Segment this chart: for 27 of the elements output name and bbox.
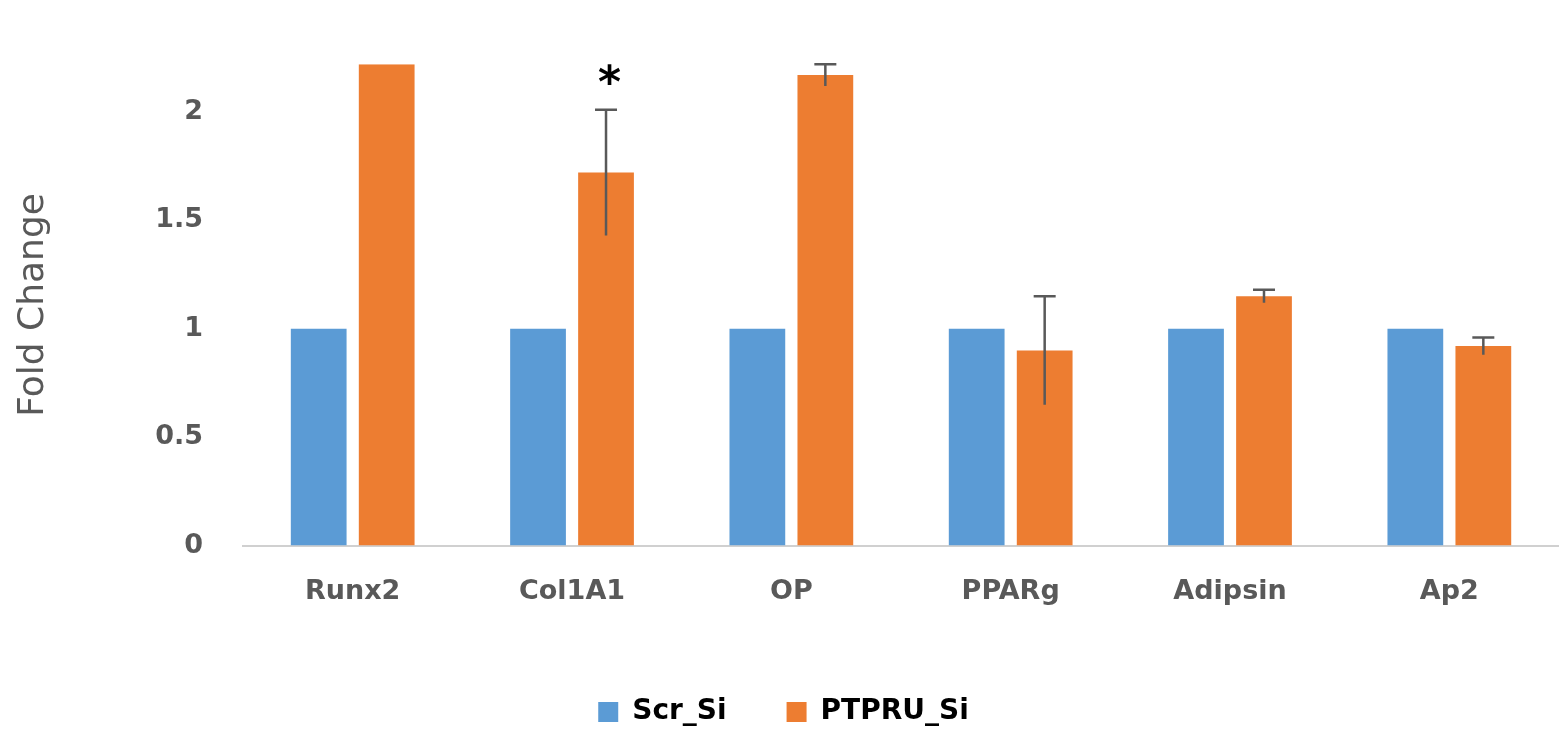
bar bbox=[1455, 346, 1512, 546]
bar bbox=[510, 328, 566, 546]
bar bbox=[797, 75, 854, 546]
bar bbox=[948, 328, 1005, 546]
bar bbox=[290, 328, 347, 546]
x-tick-label: OP bbox=[769, 573, 813, 605]
annotation: * bbox=[598, 56, 622, 107]
bar bbox=[1387, 328, 1444, 546]
y-tick-label: 0.5 bbox=[155, 419, 204, 451]
x-tick-label: Col1A1 bbox=[518, 573, 626, 605]
bar bbox=[358, 64, 415, 546]
y-tick-label: 2 bbox=[184, 93, 204, 125]
y-tick-label: 1 bbox=[184, 310, 204, 342]
x-tick-label: Adipsin bbox=[1173, 573, 1287, 605]
legend-label: Scr_Si bbox=[632, 693, 727, 727]
bar bbox=[578, 172, 634, 546]
bar bbox=[729, 328, 786, 546]
bar bbox=[1016, 350, 1073, 546]
x-tick-label: Runx2 bbox=[304, 573, 401, 605]
y-tick-label: 1.5 bbox=[155, 202, 204, 234]
bar bbox=[1236, 296, 1292, 546]
y-tick-label: 0 bbox=[184, 527, 204, 559]
bar bbox=[1168, 328, 1224, 546]
y-axis-title: Fold Change bbox=[9, 193, 51, 417]
legend-label: PTPRU_Si bbox=[820, 693, 969, 727]
x-tick-label: Ap2 bbox=[1419, 573, 1479, 605]
x-tick-label: PPARg bbox=[961, 573, 1060, 605]
